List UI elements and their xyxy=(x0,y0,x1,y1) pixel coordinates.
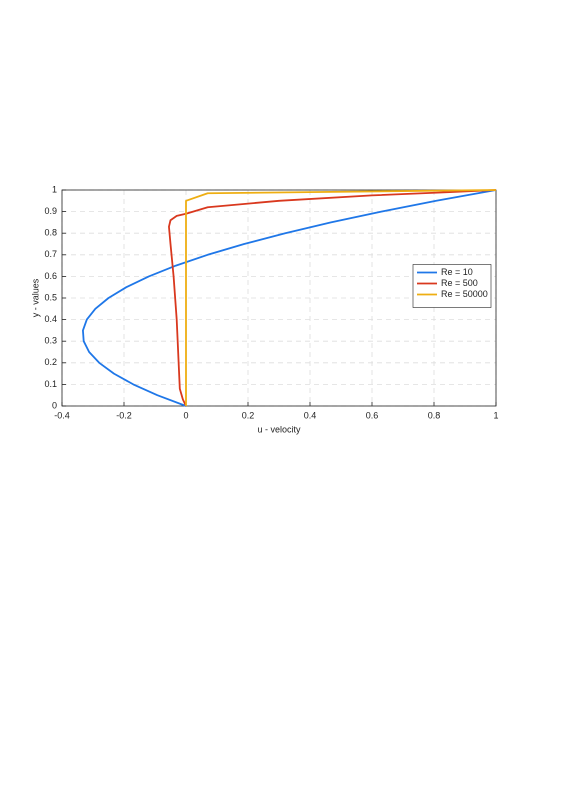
y-tick-label: 0.7 xyxy=(44,249,57,259)
y-tick-label: 0.1 xyxy=(44,379,57,389)
legend-label: Re = 10 xyxy=(441,267,473,277)
x-tick-label: 0.4 xyxy=(304,410,317,420)
y-tick-label: 0.4 xyxy=(44,314,57,324)
y-tick-label: 0.9 xyxy=(44,206,57,216)
y-tick-label: 0 xyxy=(52,400,57,410)
y-tick-label: 0.5 xyxy=(44,292,57,302)
y-tick-label: 0.6 xyxy=(44,271,57,281)
y-tick-label: 0.3 xyxy=(44,336,57,346)
y-tick-label: 0.8 xyxy=(44,228,57,238)
y-tick-label: 0.2 xyxy=(44,357,57,367)
x-tick-label: 0 xyxy=(183,410,188,420)
x-tick-label: 0.8 xyxy=(428,410,441,420)
x-tick-label: 0.2 xyxy=(242,410,255,420)
series-line xyxy=(185,189,497,406)
series-line xyxy=(82,189,497,407)
x-tick-label: 0.6 xyxy=(366,410,379,420)
x-tick-label: -0.4 xyxy=(54,410,70,420)
x-axis-label: u - velocity xyxy=(257,424,301,434)
x-tick-label: 1 xyxy=(493,410,498,420)
legend-label: Re = 500 xyxy=(441,278,478,288)
series-line xyxy=(168,189,497,407)
legend-label: Re = 50000 xyxy=(441,289,488,299)
x-tick-label: -0.2 xyxy=(116,410,132,420)
y-tick-label: 1 xyxy=(52,184,57,194)
axes-box xyxy=(61,189,497,407)
y-axis-label: y - values xyxy=(30,278,40,317)
